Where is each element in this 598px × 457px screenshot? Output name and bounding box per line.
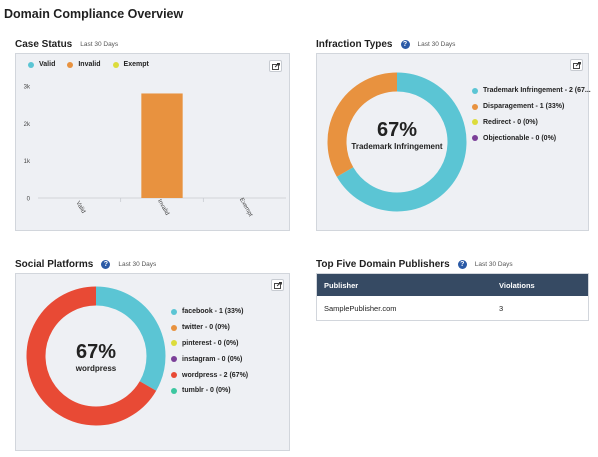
x-tick-label: Valid — [74, 200, 86, 214]
legend-item-exempt[interactable]: Exempt — [112, 61, 149, 68]
social-platforms-donut — [26, 286, 166, 426]
legend-dot — [472, 119, 478, 126]
case-status-title: Case Status — [15, 39, 73, 50]
legend-dot — [171, 324, 177, 331]
publisher-cell[interactable]: SamplePublisher.com — [317, 296, 492, 320]
legend-item[interactable]: Trademark Infringement - 2 (67... — [472, 83, 591, 99]
social-platforms-header: Social Platforms ? Last 30 Days — [15, 259, 156, 270]
case-status-header: Case Status Last 30 Days — [15, 39, 118, 50]
slice-disparagement[interactable] — [327, 72, 398, 177]
legend-dot — [112, 61, 119, 68]
slice-trademark-infringement[interactable] — [336, 72, 467, 212]
legend-label: Valid — [39, 61, 56, 68]
help-icon[interactable]: ? — [457, 260, 467, 269]
legend-item[interactable]: pinterest - 0 (0%) — [171, 336, 248, 352]
legend-dot — [171, 387, 177, 394]
infraction-types-panel: 67% Trademark Infringement Trademark Inf… — [316, 53, 591, 231]
legend-item[interactable]: Disparagement - 1 (33%) — [472, 99, 591, 115]
publishers-title: Top Five Domain Publishers — [316, 259, 450, 270]
infraction-types-legend: Trademark Infringement - 2 (67... Dispara… — [472, 83, 591, 146]
legend-label: Redirect - 0 (0%) — [483, 118, 538, 126]
case-status-legend: Valid Invalid Exempt — [28, 61, 161, 68]
legend-label: Disparagement - 1 (33%) — [483, 103, 565, 111]
legend-dot — [171, 340, 177, 347]
publishers-table: Publisher Violations SamplePublisher.com… — [317, 274, 588, 320]
legend-dot — [472, 103, 478, 110]
export-icon — [572, 61, 581, 69]
column-header-violations[interactable]: Violations — [492, 274, 588, 296]
legend-label: Trademark Infringement - 2 (67... — [483, 87, 591, 95]
legend-label: twitter - 0 (0%) — [182, 324, 230, 332]
column-header-publisher[interactable]: Publisher — [317, 274, 492, 296]
legend-label: Objectionable - 0 (0%) — [483, 134, 557, 142]
legend-label: Invalid — [78, 61, 101, 68]
legend-item-invalid[interactable]: Invalid — [67, 61, 101, 68]
donut-center-label: wordpress — [75, 364, 117, 373]
case-status-bar-chart: 0 1k 2k 3k Valid Invalid Exempt — [24, 85, 286, 218]
legend-item[interactable]: facebook - 1 (33%) — [171, 304, 248, 320]
donut-center-label: Trademark Infringement — [351, 142, 443, 151]
export-icon — [273, 281, 282, 289]
infraction-types-title: Infraction Types — [316, 39, 393, 50]
infraction-types-export-button[interactable] — [570, 59, 583, 71]
legend-item[interactable]: wordpress - 2 (67%) — [171, 367, 248, 383]
y-tick-label: 0 — [27, 197, 31, 203]
legend-dot — [28, 61, 34, 68]
publishers-table-wrap: Publisher Violations SamplePublisher.com… — [316, 273, 589, 321]
case-status-panel: Valid Invalid Exempt 0 1k 2k 3k Valid Invalid… — [15, 53, 290, 231]
legend-dot — [171, 372, 177, 379]
social-platforms-export-button[interactable] — [271, 279, 284, 291]
legend-label: wordpress - 2 (67%) — [182, 371, 249, 379]
infraction-types-header: Infraction Types ? Last 30 Days — [316, 39, 455, 50]
legend-item[interactable]: Objectionable - 0 (0%) — [472, 130, 591, 146]
publishers-header: Top Five Domain Publishers ? Last 30 Day… — [316, 259, 513, 270]
legend-dot — [472, 135, 478, 142]
case-status-export-button[interactable] — [269, 60, 282, 72]
legend-item[interactable]: Redirect - 0 (0%) — [472, 115, 591, 131]
y-tick-label: 3k — [24, 85, 31, 91]
social-platforms-period: Last 30 Days — [118, 261, 157, 268]
legend-label: instagram - 0 (0%) — [182, 355, 243, 363]
legend-label: tumblr - 0 (0%) — [182, 387, 231, 395]
legend-label: facebook - 1 (33%) — [182, 308, 244, 316]
violations-cell: 3 — [492, 296, 588, 320]
social-platforms-legend: facebook - 1 (33%) twitter - 0 (0%) pinter… — [171, 304, 248, 399]
legend-dot — [67, 61, 74, 68]
social-platforms-panel: 67% wordpress facebook - 1 (33%) twitter … — [15, 273, 290, 451]
y-tick-label: 2k — [24, 122, 31, 128]
legend-dot — [472, 87, 478, 94]
legend-label: pinterest - 0 (0%) — [182, 339, 239, 347]
donut-center-value: 67% — [376, 119, 418, 141]
legend-dot — [171, 356, 177, 363]
slice-wordpress[interactable] — [26, 286, 157, 426]
table-header-row: Publisher Violations — [317, 274, 588, 296]
case-status-period: Last 30 Days — [80, 41, 119, 48]
social-center: 67% wordpress — [21, 342, 171, 373]
x-tick-label: Invalid — [156, 198, 170, 216]
legend-label: Exempt — [123, 61, 149, 68]
legend-item[interactable]: twitter - 0 (0%) — [171, 320, 248, 336]
page-title: Domain Compliance Overview — [4, 7, 184, 21]
table-row[interactable]: SamplePublisher.com 3 — [317, 296, 588, 320]
legend-item-valid[interactable]: Valid — [28, 61, 55, 68]
export-icon — [271, 62, 280, 70]
x-tick-label: Exempt — [238, 197, 254, 218]
help-icon[interactable]: ? — [101, 260, 111, 269]
bar-invalid[interactable] — [141, 93, 183, 198]
social-platforms-title: Social Platforms — [15, 259, 94, 270]
slice-facebook[interactable] — [95, 286, 166, 391]
y-tick-label: 1k — [24, 159, 31, 165]
infraction-center: 67% Trademark Infringement — [322, 120, 472, 151]
publishers-period: Last 30 Days — [474, 261, 513, 268]
legend-item[interactable]: tumblr - 0 (0%) — [171, 383, 248, 399]
infraction-types-donut — [327, 72, 467, 212]
legend-dot — [171, 308, 177, 315]
infraction-types-period: Last 30 Days — [417, 41, 456, 48]
help-icon[interactable]: ? — [400, 40, 410, 49]
donut-center-value: 67% — [75, 341, 117, 363]
legend-item[interactable]: instagram - 0 (0%) — [171, 351, 248, 367]
